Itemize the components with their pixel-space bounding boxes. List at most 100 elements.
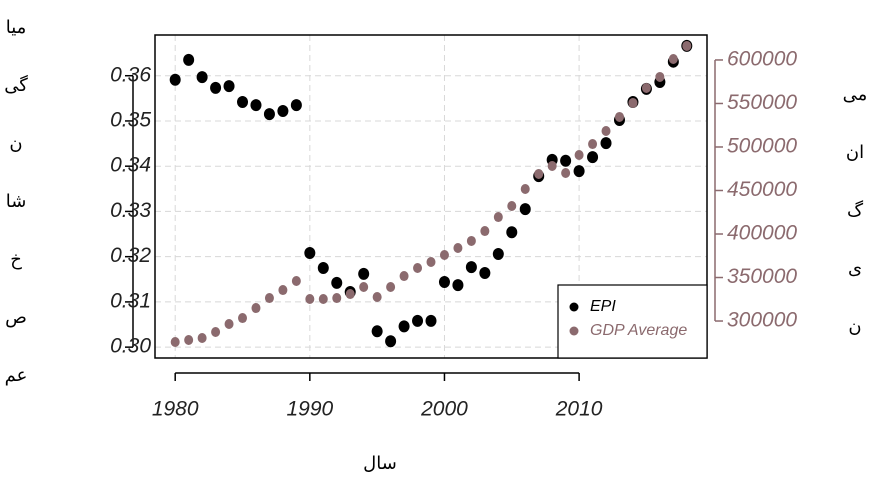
point xyxy=(520,184,530,195)
point xyxy=(332,293,342,304)
point xyxy=(493,212,503,223)
point xyxy=(574,149,584,160)
point xyxy=(479,266,491,279)
point xyxy=(399,271,409,282)
legend-box xyxy=(557,284,708,359)
y2-tick-label: 550000 xyxy=(727,91,797,114)
point xyxy=(371,325,383,338)
y2-axis-label: ی xyxy=(848,258,862,279)
y2-tick-label: 350000 xyxy=(727,265,797,288)
point xyxy=(573,165,585,178)
y2-tick-label: 300000 xyxy=(727,309,797,332)
y-axis-label: گی xyxy=(4,74,28,96)
point xyxy=(439,249,449,260)
point xyxy=(547,160,557,171)
y-tick-label: 0.33 xyxy=(110,199,151,222)
point xyxy=(183,53,195,66)
y-axis-label: شا xyxy=(6,191,27,212)
point xyxy=(628,97,638,108)
point xyxy=(184,334,194,345)
point xyxy=(480,226,490,237)
y2-axis-label: ان xyxy=(846,142,864,163)
point xyxy=(492,247,504,260)
point xyxy=(305,294,315,305)
y-axis-label: عم xyxy=(5,365,28,386)
point xyxy=(264,293,274,304)
point xyxy=(413,263,423,274)
point xyxy=(600,137,612,150)
point xyxy=(196,71,208,84)
point xyxy=(641,82,651,93)
legend-label: EPI xyxy=(590,298,616,315)
legend-swatch xyxy=(569,326,579,336)
point xyxy=(277,105,289,117)
point xyxy=(372,292,382,303)
y2-tick-label: 600000 xyxy=(727,48,797,71)
legend-swatch xyxy=(569,302,579,312)
point xyxy=(386,281,396,292)
y2-axis-label: گ xyxy=(847,200,864,221)
point xyxy=(519,203,531,216)
point xyxy=(560,154,572,167)
point xyxy=(452,279,464,292)
x-tick-label: 2010 xyxy=(555,398,603,421)
y-tick-label: 0.31 xyxy=(110,289,151,312)
y2-tick-label: 400000 xyxy=(727,222,797,245)
y2-axis-label: می xyxy=(843,84,868,105)
point xyxy=(358,267,370,280)
point xyxy=(318,294,328,305)
x-tick-label: 2000 xyxy=(420,398,468,421)
point xyxy=(682,40,692,51)
y2-tick-label: 450000 xyxy=(727,178,797,201)
y2-axis-label: ن xyxy=(848,316,861,337)
point xyxy=(237,95,249,108)
point xyxy=(561,168,571,179)
point xyxy=(655,71,665,82)
point xyxy=(250,99,262,112)
point xyxy=(426,257,436,268)
point xyxy=(317,261,329,274)
legend-label: GDP Average xyxy=(590,322,687,339)
point xyxy=(197,332,207,343)
point xyxy=(466,235,476,246)
x-axis-label: سال xyxy=(363,453,397,474)
point xyxy=(507,200,517,211)
y-tick-label: 0.36 xyxy=(110,63,151,86)
point xyxy=(331,276,343,289)
point xyxy=(438,276,450,288)
point xyxy=(224,318,234,329)
point xyxy=(453,243,463,254)
point xyxy=(601,125,611,136)
y-axis-label: ن xyxy=(9,133,22,154)
point xyxy=(385,335,397,348)
point xyxy=(506,226,518,239)
point xyxy=(223,80,235,93)
point xyxy=(465,261,477,274)
point xyxy=(304,247,316,260)
y-axis-label: خ xyxy=(10,249,22,270)
point xyxy=(170,336,180,347)
x-tick-label: 1990 xyxy=(286,398,333,421)
point xyxy=(345,289,355,300)
y-tick-label: 0.35 xyxy=(110,108,151,131)
y-tick-label: 0.30 xyxy=(110,335,151,358)
point xyxy=(614,111,624,122)
point xyxy=(668,54,678,65)
plot-frame xyxy=(154,34,708,359)
point xyxy=(425,314,437,327)
y-axis-label: ص xyxy=(5,307,27,328)
x-tick-label: 1980 xyxy=(152,398,199,421)
point xyxy=(211,326,221,337)
point xyxy=(251,303,261,314)
y-tick-label: 0.34 xyxy=(110,154,151,177)
point xyxy=(588,139,598,150)
y-tick-label: 0.32 xyxy=(110,244,151,267)
point xyxy=(238,313,248,324)
point xyxy=(412,314,424,327)
point xyxy=(291,275,301,286)
point xyxy=(263,108,275,121)
point xyxy=(278,285,288,296)
y-axis-label: میا xyxy=(6,17,27,38)
point xyxy=(398,320,410,333)
